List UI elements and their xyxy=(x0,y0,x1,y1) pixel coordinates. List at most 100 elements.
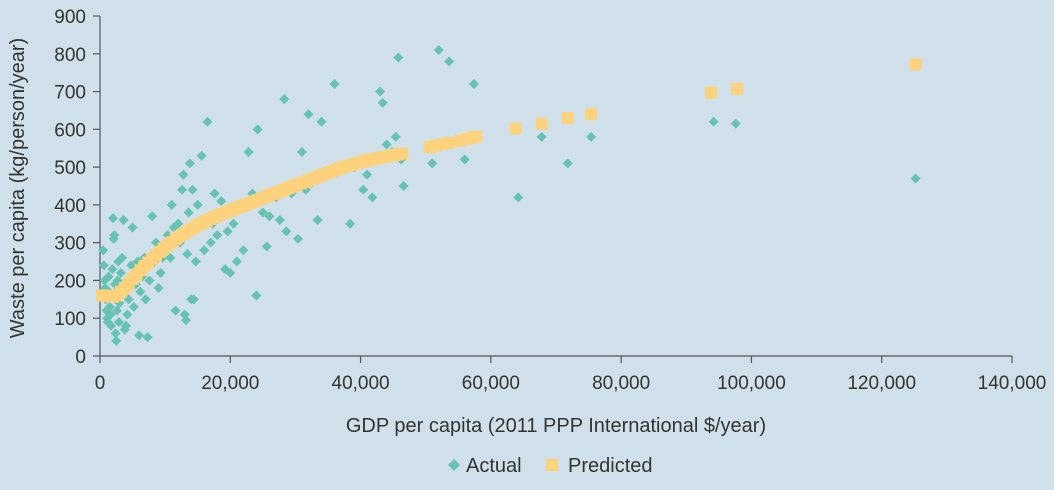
y-tick-label: 800 xyxy=(54,45,86,66)
actual-point xyxy=(115,267,126,278)
legend-predicted-label: Predicted xyxy=(568,455,653,477)
actual-point xyxy=(393,52,404,63)
legend-predicted-marker xyxy=(546,459,558,471)
actual-point xyxy=(293,233,304,244)
actual-point xyxy=(708,116,719,127)
actual-point xyxy=(166,199,177,210)
actual-point xyxy=(205,237,216,248)
y-tick-label: 500 xyxy=(54,158,86,179)
actual-point xyxy=(468,79,479,89)
actual-point xyxy=(212,230,223,241)
actual-point xyxy=(225,267,236,278)
actual-point xyxy=(107,264,118,275)
actual-point xyxy=(202,116,213,127)
actual-series xyxy=(98,45,921,346)
actual-point xyxy=(180,315,191,326)
y-tick-label: 700 xyxy=(54,83,86,104)
predicted-point xyxy=(509,122,522,135)
actual-point xyxy=(312,215,323,225)
actual-point xyxy=(109,230,120,241)
predicted-point xyxy=(443,136,456,149)
actual-point xyxy=(170,305,181,316)
actual-point xyxy=(281,226,292,237)
actual-point xyxy=(459,154,470,165)
actual-point xyxy=(243,147,254,157)
y-tick-label: 900 xyxy=(54,7,86,28)
actual-point xyxy=(390,131,401,142)
actual-point xyxy=(730,118,741,129)
actual-point xyxy=(196,150,207,161)
actual-point xyxy=(142,332,153,343)
actual-point xyxy=(377,97,388,108)
actual-point xyxy=(375,86,386,97)
actual-point xyxy=(199,245,210,256)
actual-point xyxy=(108,213,119,224)
actual-point xyxy=(98,260,109,271)
x-tick-label: 120,000 xyxy=(847,373,916,394)
predicted-point xyxy=(705,86,718,99)
actual-point xyxy=(562,158,573,169)
actual-point xyxy=(98,245,109,256)
actual-point xyxy=(140,294,151,305)
actual-point xyxy=(184,158,195,169)
actual-point xyxy=(106,320,117,331)
y-tick-label: 600 xyxy=(54,120,86,141)
actual-point xyxy=(444,56,455,67)
actual-point xyxy=(178,169,189,180)
actual-point xyxy=(134,330,145,341)
actual-point xyxy=(155,267,166,278)
y-axis-title: Waste per capita (kg/person/year) xyxy=(7,38,29,339)
axes: 0 100 200 300 400 500 600 700 800 900 0 20,000 40,00… xyxy=(54,7,1046,394)
predicted-point xyxy=(561,112,574,124)
x-tick-label: 0 xyxy=(95,373,106,394)
actual-point xyxy=(910,173,921,184)
predicted-series xyxy=(95,58,922,303)
actual-point xyxy=(104,301,115,312)
y-tick-label: 100 xyxy=(54,309,86,330)
actual-point xyxy=(536,131,547,142)
actual-point xyxy=(316,116,327,127)
actual-point xyxy=(238,245,249,256)
actual-point xyxy=(296,147,307,157)
actual-point xyxy=(257,207,268,218)
actual-point xyxy=(252,124,263,135)
actual-point xyxy=(274,215,285,225)
actual-point xyxy=(190,256,201,267)
y-tick-label: 0 xyxy=(75,347,86,368)
predicted-point xyxy=(909,58,922,71)
y-tick-label: 300 xyxy=(54,234,86,255)
actual-point xyxy=(433,45,444,55)
actual-point xyxy=(367,192,378,203)
actual-point xyxy=(182,249,193,259)
actual-point xyxy=(128,301,139,312)
actual-point xyxy=(209,188,220,199)
actual-point xyxy=(345,218,356,229)
x-tick-label: 80,000 xyxy=(592,373,650,394)
y-tick-label: 200 xyxy=(54,271,86,292)
actual-point xyxy=(117,252,128,263)
actual-point xyxy=(135,286,146,297)
actual-point xyxy=(153,283,164,293)
x-tick-label: 20,000 xyxy=(201,373,259,394)
legend-actual-marker xyxy=(448,459,460,471)
legend: Actual Predicted xyxy=(448,455,653,477)
actual-point xyxy=(187,184,198,195)
actual-point xyxy=(222,226,233,237)
predicted-point xyxy=(470,130,483,143)
actual-point xyxy=(358,184,369,195)
actual-point xyxy=(228,218,239,229)
predicted-point xyxy=(396,147,409,160)
actual-point xyxy=(111,305,122,316)
actual-point xyxy=(381,139,392,150)
actual-point xyxy=(264,211,275,222)
actual-point xyxy=(329,79,340,89)
actual-point xyxy=(586,131,597,142)
actual-point xyxy=(362,169,373,180)
actual-point xyxy=(173,218,184,229)
actual-point xyxy=(144,275,155,286)
actual-point xyxy=(127,222,138,233)
y-tick-label: 400 xyxy=(54,196,86,217)
predicted-point xyxy=(731,82,744,95)
